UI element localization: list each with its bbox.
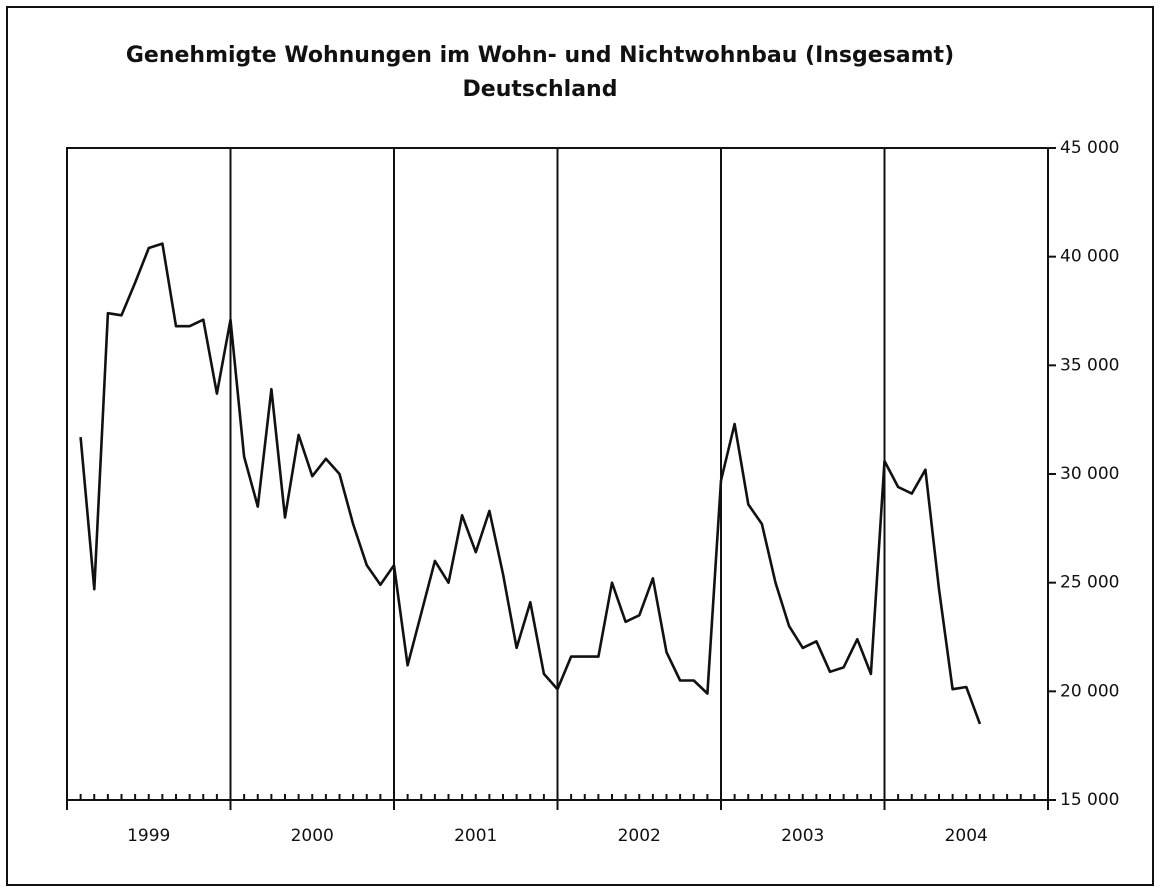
y-tick-label: 45 000 <box>1060 138 1119 158</box>
y-tick-label: 25 000 <box>1060 573 1119 593</box>
x-tick-label: 2003 <box>781 826 824 846</box>
y-tick-label: 35 000 <box>1060 355 1119 375</box>
y-tick-label: 15 000 <box>1060 790 1119 810</box>
y-tick-label: 20 000 <box>1060 681 1119 701</box>
chart-title: Genehmigte Wohnungen im Wohn- und Nichtw… <box>126 43 954 68</box>
x-tick-label: 2002 <box>618 826 661 846</box>
frame <box>6 6 1154 886</box>
y-tick-label: 30 000 <box>1060 464 1119 484</box>
chart-subtitle: Deutschland <box>463 77 618 102</box>
line-series <box>79 242 982 725</box>
x-tick-label: 2004 <box>945 826 988 846</box>
y-tick-label: 40 000 <box>1060 247 1119 267</box>
x-tick-label: 2000 <box>291 826 334 846</box>
x-tick-label: 2001 <box>454 826 497 846</box>
x-tick-label: 1999 <box>127 826 170 846</box>
